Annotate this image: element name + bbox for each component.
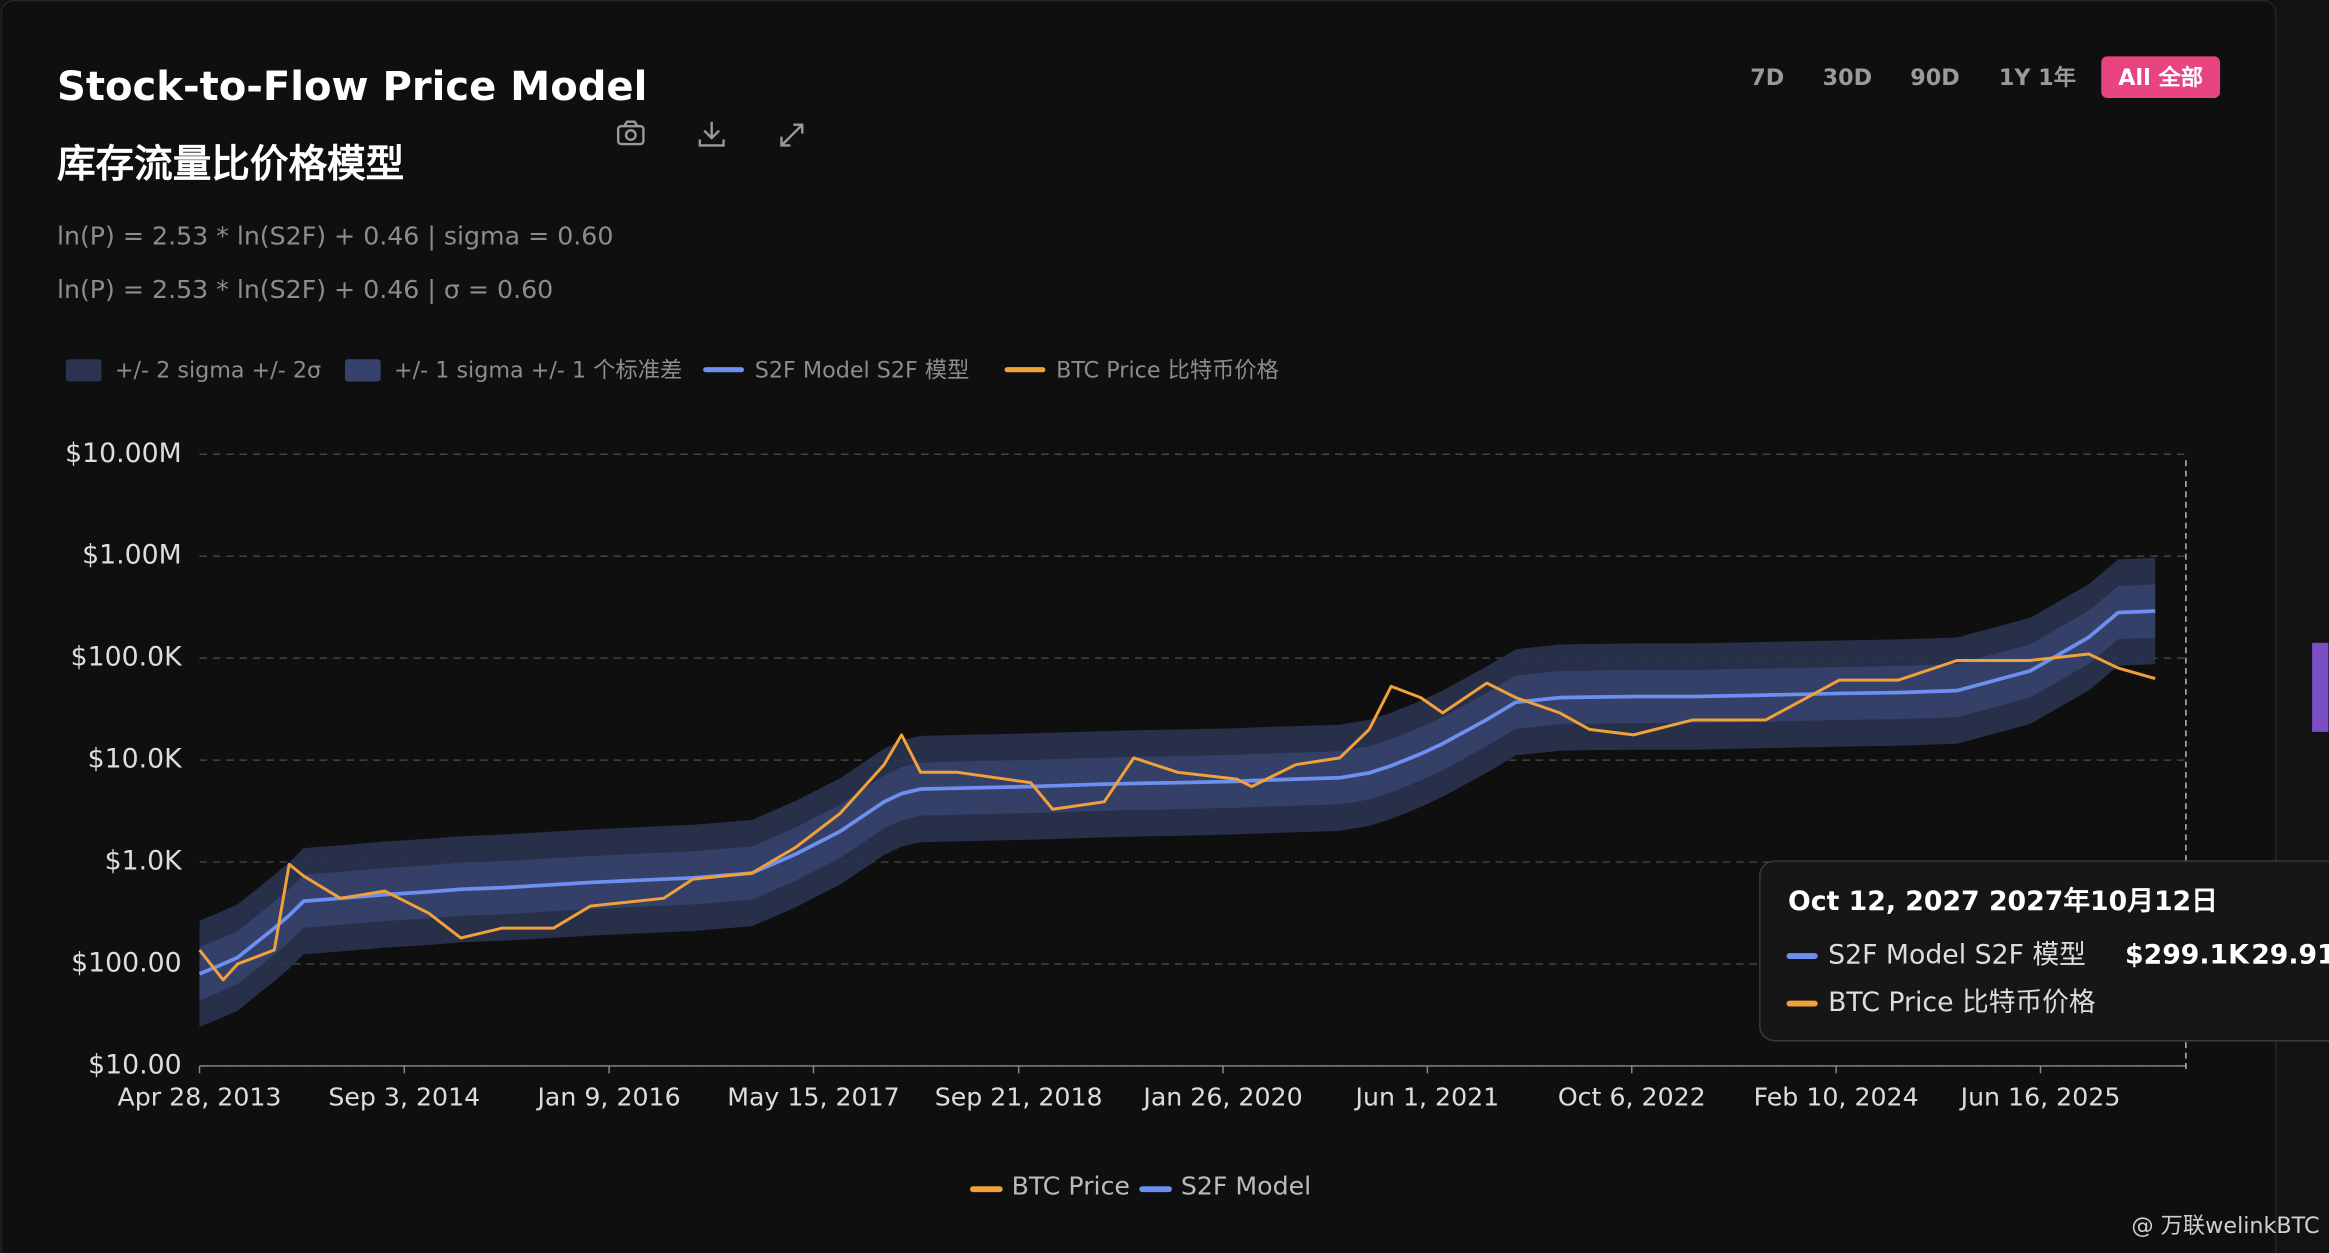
plot: $10.00 $100.00 $1.0K $10.0K $100.0K $1.00M $10… (65, 438, 2186, 1112)
range-button[interactable]: 90D (1910, 65, 1959, 91)
legend-label: +/- 2 sigma +/- 2σ (115, 358, 321, 384)
tooltip-value: 29.91万 (2251, 940, 2329, 971)
y-tick-label: $1.0K (105, 846, 183, 877)
expand-icon[interactable] (780, 123, 804, 147)
series-line (198, 609, 2156, 976)
x-tick-label: May 15, 2017 (727, 1083, 899, 1112)
legend: BTC Price S2F Model (970, 1172, 1311, 1201)
formula: ln(P) = 2.53 * ln(S2F) + 0.46 | sigma = … (57, 222, 613, 251)
legend-swatch (345, 359, 381, 382)
range-button[interactable]: 30D (1823, 65, 1872, 91)
x-tick-label: Oct 6, 2022 (1558, 1083, 1706, 1112)
x-tick-label: Feb 10, 2024 (1754, 1083, 1919, 1112)
tooltip-label: S2F Model S2F 模型 (1828, 940, 2086, 971)
camera-icon[interactable] (616, 120, 645, 146)
range-button[interactable]: 1Y 1年 (1999, 64, 2076, 91)
x-tick-label: Jan 9, 2016 (536, 1083, 681, 1112)
tooltip: Oct 12, 2027 2027年10月12日 S2F Model S2F 模… (1759, 860, 2329, 1042)
y-tick-label: $10.00 (88, 1049, 181, 1080)
tooltip-box (1759, 860, 2329, 1042)
y-tick-label: $10.00M (65, 438, 182, 469)
subtitle: 库存流量比价格模型 (57, 142, 404, 187)
x-tick-label: Jan 26, 2020 (1141, 1083, 1302, 1112)
x-tick-label: Sep 21, 2018 (935, 1083, 1103, 1112)
button-bg (2101, 56, 2221, 98)
legend-label: S2F Model (1181, 1172, 1311, 1201)
watermark: @ 万联welinkBTC (2131, 1213, 2319, 1239)
y-tick-label: $100.00 (71, 947, 181, 978)
tooltip-date: Oct 12, 2027 2027年10月12日 (1788, 885, 2218, 917)
range-button[interactable]: All 全部 (2118, 64, 2203, 91)
legend-label: S2F Model S2F 模型 (755, 358, 970, 384)
x-tick-label: Jun 1, 2021 (1354, 1083, 1500, 1112)
sigma-band (199, 584, 2156, 1001)
x-tick-label: Apr 28, 2013 (118, 1083, 282, 1112)
legend-label: +/- 1 sigma +/- 1 个标准差 (394, 358, 682, 384)
formula: ln(P) = 2.53 * ln(S2F) + 0.46 | σ = 0.60 (57, 275, 553, 304)
x-tick-label: Jun 16, 2025 (1959, 1083, 2121, 1112)
legend: +/- 2 sigma +/- 2σ +/- 1 sigma +/- 1 个标准差… (65, 358, 1279, 384)
y-tick-label: $10.0K (88, 744, 183, 775)
x-tick-label: Sep 3, 2014 (328, 1083, 480, 1112)
download-icon[interactable] (698, 121, 725, 147)
range-buttons: 7D 30D 90D 1Y 1年 All 全部 (1750, 56, 2221, 98)
legend-label: BTC Price (1012, 1172, 1130, 1201)
tooltip-value: $299.1K (2125, 940, 2250, 971)
tooltip-label: BTC Price 比特币价格 (1828, 987, 2096, 1018)
y-tick-label: $1.00M (82, 540, 182, 571)
legend-label: BTC Price 比特币价格 (1056, 358, 1279, 384)
side-tab (2312, 642, 2329, 732)
range-button[interactable]: 7D (1750, 65, 1784, 91)
toolbar (616, 120, 804, 147)
legend-swatch (65, 359, 102, 382)
y-tick-label: $100.0K (71, 642, 183, 673)
title: Stock-to-Flow Price Model (57, 64, 647, 110)
panel (0, 0, 2277, 1253)
series-line (198, 652, 2156, 982)
